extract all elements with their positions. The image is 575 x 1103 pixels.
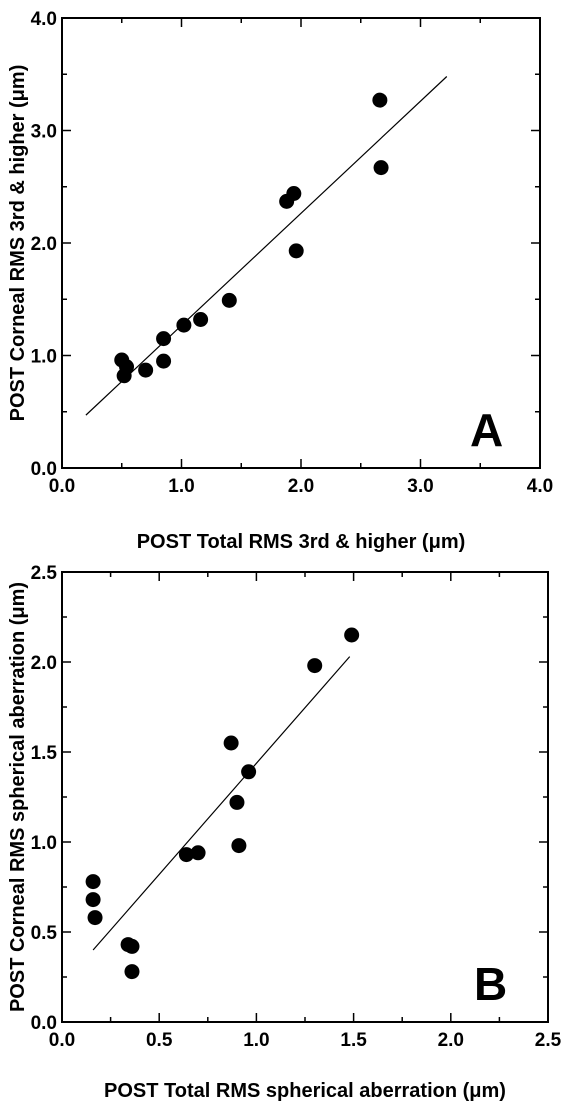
x-tick-label: 1.0 [168, 476, 194, 497]
data-point [124, 964, 140, 980]
data-point [176, 317, 192, 333]
y-tick-label: 0.0 [31, 459, 57, 480]
data-point [223, 735, 239, 751]
y-tick-label: 1.0 [31, 347, 57, 368]
x-tick-label: 2.5 [535, 1030, 562, 1051]
data-point [193, 312, 209, 327]
panel-letter: A [470, 404, 503, 456]
data-point [85, 874, 101, 890]
data-point [229, 794, 245, 810]
data-point [288, 243, 304, 259]
data-point [124, 938, 140, 954]
y-axis-label: POST Corneal RMS 3rd & higher (μm) [7, 65, 29, 422]
panel-a: 0.0 1.0 2.0 3.0 4.0 0.0 1.0 2.0 3.0 4.0 POST Total… [7, 9, 553, 553]
data-point [119, 359, 135, 375]
data-point [221, 292, 237, 308]
data-point [138, 362, 154, 378]
y-tick-label: 1.0 [31, 833, 57, 854]
x-tick-label: 0.0 [49, 476, 75, 497]
x-tick-label: 2.0 [438, 1030, 464, 1051]
x-tick-label: 0.5 [146, 1030, 173, 1051]
data-point [156, 353, 172, 369]
data-point [178, 847, 194, 863]
y-tick-label: 2.5 [31, 563, 58, 584]
y-tick-label: 0.5 [31, 923, 58, 944]
data-point [85, 892, 101, 908]
y-tick-label: 4.0 [31, 9, 57, 30]
y-tick-label: 3.0 [31, 122, 57, 143]
plot-frame [61, 17, 541, 469]
data-point [241, 764, 257, 780]
data-point [156, 331, 172, 347]
y-tick-label: 1.5 [31, 743, 58, 764]
data-point [307, 658, 323, 674]
x-axis-label: POST Total RMS spherical aberration (μm) [104, 1080, 506, 1102]
x-tick-label: 1.5 [340, 1030, 367, 1051]
data-point [87, 910, 103, 926]
panel-letter: B [474, 958, 507, 1010]
data-point [286, 186, 302, 201]
data-point [344, 627, 360, 643]
regression-line [92, 656, 351, 951]
data-point [372, 92, 388, 108]
panel-b: 0.0 0.5 1.0 1.5 2.0 2.50.00.51.01.52.02.5POST… [7, 563, 562, 1102]
regression-line [85, 76, 448, 416]
x-tick-label: 4.0 [527, 476, 553, 497]
y-tick-label: 0.0 [31, 1013, 57, 1034]
x-axis-label: POST Total RMS 3rd & higher (μm) [137, 531, 466, 553]
y-axis-label: POST Corneal RMS spherical aberration (μ… [7, 582, 29, 1012]
data-point [373, 160, 389, 176]
y-tick-label: 2.0 [31, 653, 57, 674]
plot-frame [61, 571, 549, 1023]
x-tick-label: 3.0 [407, 476, 433, 497]
data-point [190, 845, 206, 861]
x-tick-label: 2.0 [288, 476, 314, 497]
data-point [231, 838, 247, 854]
x-tick-label: 0.0 [49, 1030, 75, 1051]
y-tick-label: 2.0 [31, 234, 57, 255]
x-tick-label: 1.0 [243, 1030, 269, 1051]
